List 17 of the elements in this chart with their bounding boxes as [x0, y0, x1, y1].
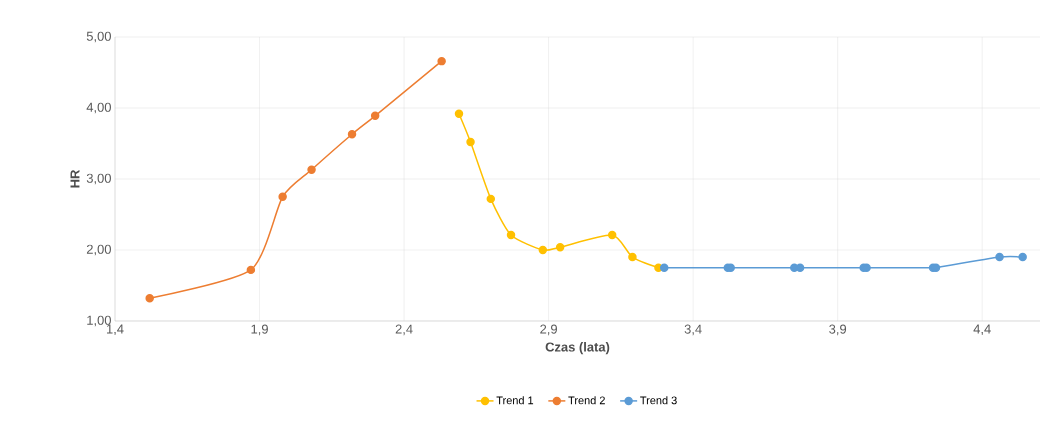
x-tick-label: 2,4: [395, 324, 413, 336]
y-tick-label: 2,00: [86, 244, 111, 256]
x-tick-label: 3,9: [829, 324, 847, 336]
legend-label: Trend 3: [640, 396, 677, 405]
y-tick-label: 1,00: [87, 315, 111, 327]
x-tick-label: 2,9: [540, 324, 557, 336]
x-tick-label: 1,4: [106, 324, 124, 336]
y-tick-label: 5,00: [86, 31, 111, 43]
y-axis-title: HR: [70, 169, 80, 188]
x-tick-label: 4,4: [973, 324, 991, 336]
x-tick-label: 1,9: [251, 324, 268, 336]
x-tick-label: 3,4: [684, 324, 702, 336]
y-tick-label: 3,00: [86, 173, 111, 185]
legend-label: Trend 1: [496, 396, 534, 405]
x-axis-title: Czas (lata): [545, 342, 610, 355]
legend-label: Trend 2: [568, 396, 605, 405]
y-tick-label: 4,00: [86, 102, 111, 114]
